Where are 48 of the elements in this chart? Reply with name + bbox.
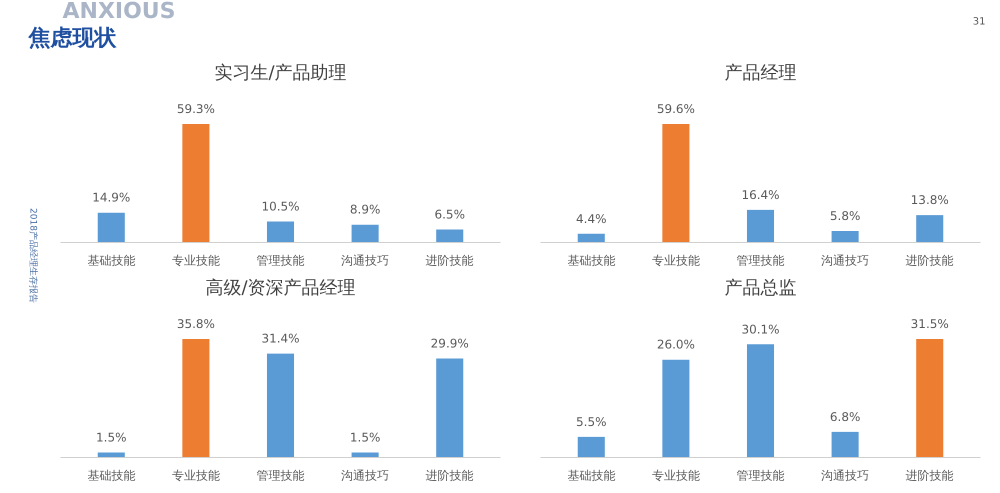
x-tick-label: 管理技能 (256, 254, 304, 268)
x-tick-label: 专业技能 (172, 468, 220, 482)
x-tick-label: 管理技能 (736, 254, 784, 268)
x-tick-label: 进阶技能 (426, 254, 474, 268)
data-label: 10.5% (261, 200, 300, 214)
x-tick-label: 沟通技巧 (341, 468, 390, 482)
text: 2018产品经理生存报告 (28, 208, 38, 303)
data-label: 5.5% (576, 414, 607, 429)
data-label: 13.8% (910, 193, 949, 208)
data-label: 14.9% (92, 190, 130, 205)
data-label: 8.9% (350, 202, 380, 217)
data-label: 26.0% (656, 338, 695, 352)
data-label: 59.6% (656, 102, 695, 116)
data-label: 5.8% (830, 208, 860, 223)
x-tick-label: 专业技能 (652, 468, 700, 482)
data-label: 1.5% (96, 430, 127, 445)
data-label: 1.5% (350, 430, 380, 445)
x-tick-label: 进阶技能 (906, 468, 954, 482)
data-label: 31.5% (910, 317, 949, 332)
data-label: 31.4% (261, 332, 300, 346)
x-tick-label: 基础技能 (87, 468, 136, 482)
x-tick-label: 管理技能 (256, 468, 304, 482)
chart-title: 产品总监 (724, 278, 796, 298)
x-tick-label: 沟通技巧 (821, 468, 870, 482)
data-label: 29.9% (430, 336, 469, 351)
data-label: 35.8% (176, 317, 215, 332)
x-tick-label: 管理技能 (736, 468, 784, 482)
chart-title: 高级/资深产品经理 (205, 278, 356, 298)
x-tick-label: 沟通技巧 (821, 254, 870, 268)
data-label: 59.3% (176, 102, 215, 116)
text: ANXIOUS (62, 0, 176, 24)
x-tick-label: 专业技能 (652, 254, 700, 268)
x-tick-label: 专业技能 (172, 254, 220, 268)
data-label: 16.4% (741, 188, 780, 202)
data-label: 4.4% (576, 212, 607, 226)
text: 31 (972, 16, 986, 28)
x-tick-label: 进阶技能 (906, 254, 954, 268)
chart-title: 实习生/产品助理 (214, 62, 347, 84)
x-tick-label: 进阶技能 (426, 468, 474, 482)
x-tick-label: 沟通技巧 (341, 254, 390, 268)
chart-title: 产品经理 (724, 62, 796, 84)
data-label: 6.8% (830, 410, 860, 424)
x-tick-label: 基础技能 (87, 254, 136, 268)
x-tick-label: 基础技能 (567, 254, 616, 268)
data-label: 6.5% (434, 208, 465, 222)
x-tick-label: 基础技能 (567, 468, 616, 482)
text: 焦虑现状 (28, 26, 118, 51)
data-label: 30.1% (741, 322, 780, 336)
